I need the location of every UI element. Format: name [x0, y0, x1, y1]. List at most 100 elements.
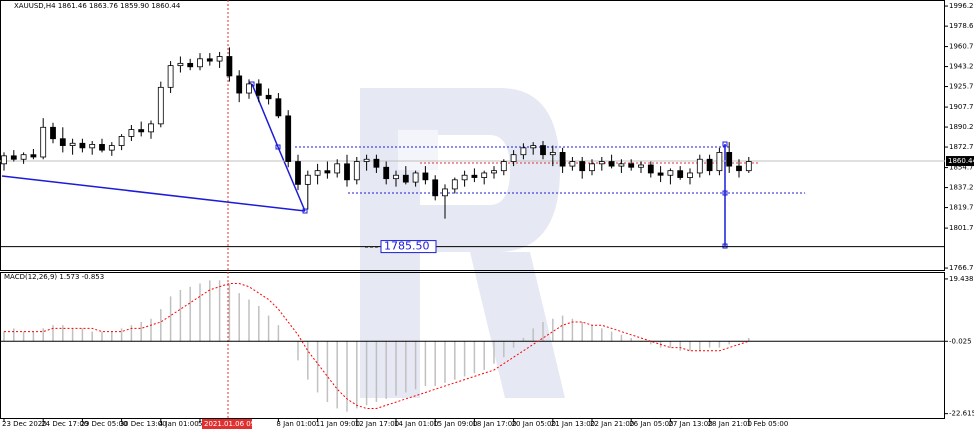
- candle-body: [50, 126, 56, 140]
- histogram-bar: [62, 325, 64, 342]
- histogram-bar: [542, 321, 544, 342]
- candle-body: [481, 172, 488, 178]
- histogram-bar: [385, 341, 387, 399]
- histogram-bar: [150, 318, 152, 342]
- candle-body: [745, 161, 752, 172]
- candle-body: [353, 161, 360, 181]
- candle-body: [628, 163, 635, 168]
- candle-body: [324, 170, 331, 174]
- candle-body: [383, 166, 390, 180]
- candle-body: [402, 174, 409, 183]
- histogram-bar: [365, 341, 368, 406]
- histogram-bar: [532, 328, 534, 342]
- histogram-bar: [610, 331, 613, 342]
- candle-body: [696, 158, 703, 174]
- histogram-bar: [101, 331, 103, 342]
- y-tick-label: 1819.70: [949, 204, 974, 212]
- candle-body: [285, 115, 292, 162]
- macd-panel: [0, 272, 945, 419]
- candle-body: [246, 83, 252, 94]
- x-tick-label: 11 Jan 09:00: [316, 420, 360, 428]
- histogram-bar: [120, 328, 123, 342]
- candle-body: [79, 142, 86, 149]
- histogram-bar: [228, 283, 231, 342]
- candle-body: [520, 147, 527, 156]
- y-tick-label: 1943.20: [949, 63, 974, 71]
- candle-body: [373, 158, 380, 168]
- candle-body: [118, 136, 125, 146]
- candle-body: [295, 161, 301, 185]
- histogram-bar: [493, 341, 495, 364]
- histogram-bar: [444, 341, 446, 383]
- histogram-bar: [316, 341, 319, 393]
- histogram-bar: [277, 325, 280, 342]
- histogram-bar: [130, 325, 133, 342]
- candle-body: [559, 152, 566, 167]
- histogram-bar: [424, 341, 427, 387]
- candle-body: [500, 161, 507, 172]
- candle-body: [530, 145, 537, 149]
- histogram-bar: [669, 341, 672, 348]
- histogram-bar: [414, 341, 417, 390]
- candle-body: [108, 145, 115, 151]
- y-tick-label: 1907.70: [949, 103, 974, 111]
- candle-body: [59, 138, 66, 146]
- candle-body: [677, 170, 684, 178]
- histogram-bar: [32, 331, 35, 342]
- histogram-bar: [522, 337, 525, 342]
- x-tick-label: 29 Dec 05:00: [80, 420, 127, 428]
- histogram-bar: [336, 341, 338, 409]
- candle-body: [226, 56, 233, 77]
- histogram-bar: [581, 321, 583, 342]
- y-tick-label: 1872.70: [949, 143, 974, 151]
- histogram-bar: [140, 321, 142, 342]
- y-tick-label: 1801.70: [949, 224, 974, 232]
- y-tick-label: -22.615: [949, 410, 974, 418]
- candle-body: [20, 154, 27, 160]
- histogram-bar: [620, 334, 623, 342]
- histogram-bar: [91, 331, 93, 342]
- candle-body: [667, 170, 674, 176]
- histogram-bar: [699, 341, 701, 351]
- histogram-bar: [708, 341, 711, 348]
- x-tick-label: 18 Jan 17:00: [472, 420, 516, 428]
- y-tick-label: 1996.20: [949, 2, 974, 10]
- histogram-bar: [571, 318, 574, 342]
- candle-body: [589, 163, 595, 172]
- histogram-bar: [71, 328, 74, 342]
- histogram-bar: [552, 318, 554, 342]
- x-tick-label: 20 Jan 05:00: [512, 420, 556, 428]
- histogram-bar: [52, 325, 54, 342]
- candle-body: [69, 142, 76, 146]
- crosshair-label: 2021.01.06 09:00: [204, 420, 266, 428]
- line-label-box: [380, 240, 437, 254]
- histogram-bar: [238, 293, 240, 342]
- drawings: [1, 81, 805, 249]
- trend-line: [251, 83, 306, 212]
- candle-body: [608, 161, 615, 167]
- histogram-bar: [307, 341, 309, 380]
- x-tick-label: 26 Jan 05:00: [629, 420, 673, 428]
- y-tick-label: 1978.60: [949, 22, 974, 30]
- candle-body: [726, 152, 733, 167]
- histogram-bar: [160, 309, 162, 342]
- histogram-bar: [189, 286, 191, 342]
- candle-body: [569, 161, 576, 167]
- candle-body: [255, 83, 262, 96]
- candle-body: [363, 158, 370, 162]
- handle: [722, 243, 728, 249]
- candle-body: [304, 174, 311, 185]
- candle-body: [471, 174, 478, 178]
- histogram-bar: [395, 341, 397, 396]
- x-tick-label: 1 Feb 05:00: [747, 420, 788, 428]
- candle-body: [540, 145, 546, 156]
- histogram-bar: [689, 341, 691, 351]
- candle-body: [638, 164, 644, 168]
- indicator-title: MACD(12,26,9) 1.573 -0.853: [4, 273, 104, 281]
- candle-body: [157, 86, 164, 125]
- signal-line: [4, 283, 749, 409]
- histogram-bar: [356, 341, 358, 409]
- current-price-label: 1860.44: [948, 157, 974, 165]
- candle-body: [344, 163, 350, 181]
